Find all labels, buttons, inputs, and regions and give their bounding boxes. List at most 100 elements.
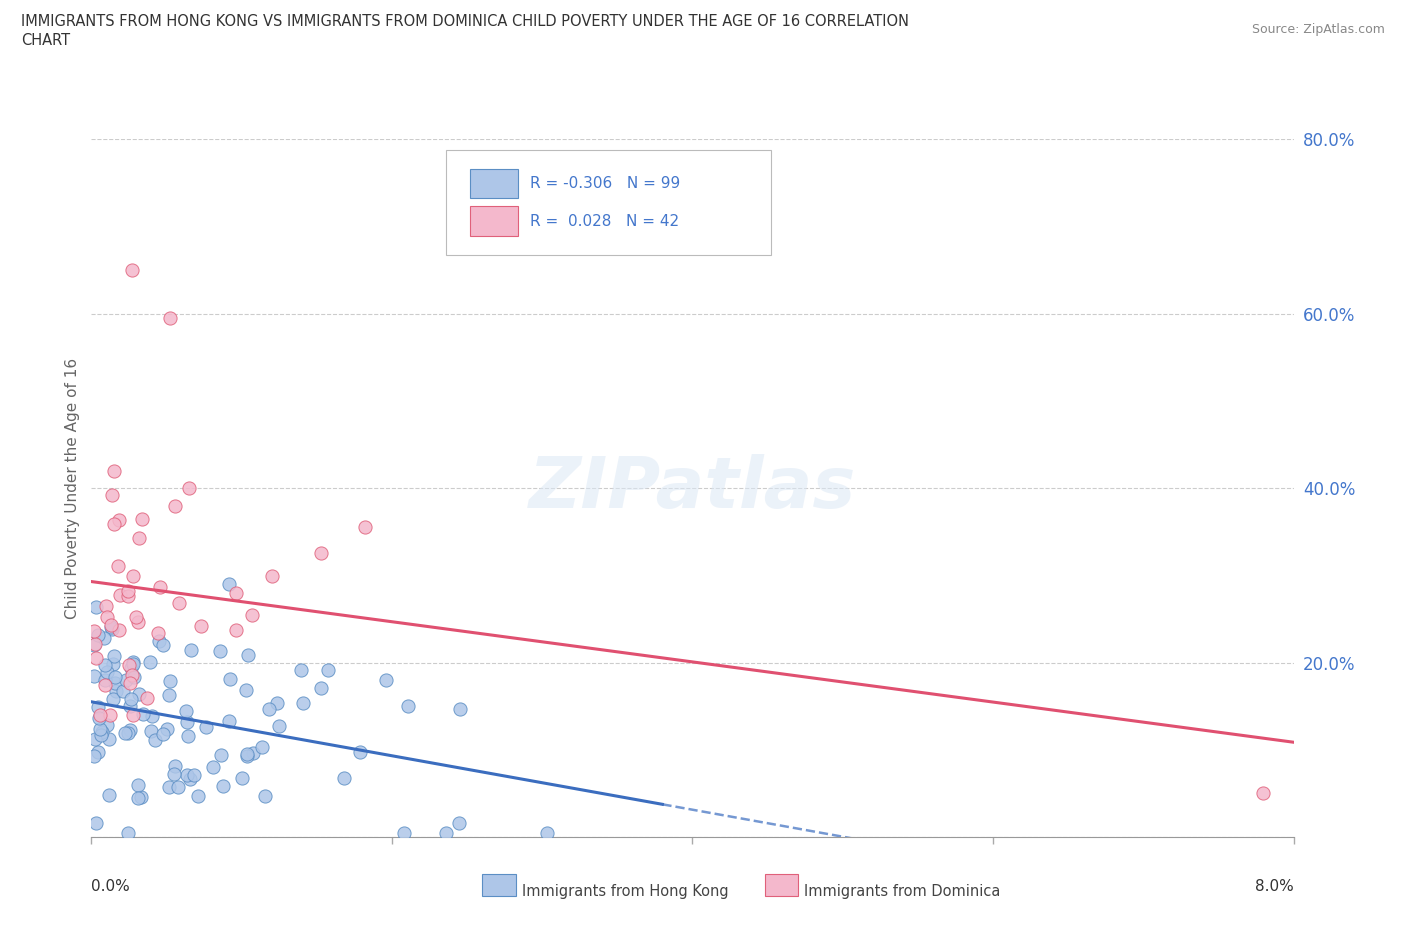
Point [235, 747, 257, 762]
Point [117, 588, 139, 603]
Point [118, 698, 141, 713]
Point [309, 681, 332, 696]
Point [139, 724, 162, 738]
Point [218, 577, 240, 591]
Point [120, 692, 142, 707]
Text: CHART: CHART [21, 33, 70, 47]
Point [316, 662, 339, 677]
Point [396, 698, 419, 713]
Point [122, 670, 145, 684]
FancyBboxPatch shape [482, 874, 516, 897]
Point [183, 767, 205, 782]
Point [167, 780, 190, 795]
Point [260, 568, 283, 583]
Point [96, 717, 118, 732]
Point [84, 599, 107, 614]
Point [257, 701, 280, 716]
Point [122, 568, 145, 583]
Point [225, 586, 247, 601]
Point [254, 789, 277, 804]
Point [94, 677, 117, 692]
Point [117, 583, 139, 598]
Point [96, 610, 118, 625]
Point [354, 520, 377, 535]
Point [104, 675, 127, 690]
Point [84, 732, 107, 747]
Point [235, 683, 257, 698]
Point [118, 723, 141, 737]
Point [209, 644, 232, 658]
Point [1253, 786, 1275, 801]
Point [121, 657, 143, 671]
Point [236, 749, 259, 764]
Point [127, 614, 149, 629]
Point [114, 725, 136, 740]
FancyBboxPatch shape [446, 150, 770, 255]
Point [98, 708, 121, 723]
Point [100, 619, 122, 634]
Point [107, 559, 129, 574]
Point [103, 648, 125, 663]
Point [163, 498, 186, 513]
Point [201, 759, 224, 774]
Text: IMMIGRANTS FROM HONG KONG VS IMMIGRANTS FROM DOMINICA CHILD POVERTY UNDER THE AG: IMMIGRANTS FROM HONG KONG VS IMMIGRANTS … [21, 14, 910, 29]
Point [101, 622, 124, 637]
Point [83, 623, 105, 638]
Point [91, 724, 114, 739]
Point [93, 631, 115, 645]
Point [176, 767, 198, 782]
Point [96, 664, 118, 679]
Point [84, 637, 107, 652]
Point [83, 637, 105, 652]
Point [89, 711, 111, 725]
Point [125, 609, 148, 624]
Point [163, 766, 186, 781]
Point [159, 673, 181, 688]
Point [100, 618, 122, 632]
Point [149, 579, 172, 594]
Point [121, 668, 143, 683]
Point [211, 778, 233, 793]
Point [187, 789, 209, 804]
Point [117, 725, 139, 740]
Point [128, 530, 150, 545]
Point [159, 311, 181, 325]
Point [103, 463, 125, 478]
Point [110, 588, 132, 603]
Point [290, 662, 312, 677]
Point [449, 701, 471, 716]
Point [219, 671, 242, 686]
Point [115, 673, 138, 688]
Point [108, 622, 131, 637]
Point [94, 598, 117, 613]
Point [291, 696, 314, 711]
Text: Immigrants from Dominica: Immigrants from Dominica [804, 884, 1001, 899]
Text: 8.0%: 8.0% [1254, 879, 1294, 894]
Point [87, 628, 110, 643]
FancyBboxPatch shape [765, 874, 799, 897]
Point [94, 672, 117, 687]
Point [131, 512, 153, 526]
Point [86, 816, 108, 830]
Point [101, 487, 124, 502]
Point [266, 696, 288, 711]
Point [447, 816, 470, 830]
Point [86, 745, 108, 760]
Point [375, 673, 398, 688]
Point [157, 688, 180, 703]
Point [118, 658, 141, 672]
Point [169, 595, 191, 610]
Point [90, 728, 112, 743]
Point [120, 660, 142, 675]
Point [141, 709, 163, 724]
Point [127, 790, 149, 805]
Point [269, 719, 291, 734]
Text: Immigrants from Hong Kong: Immigrants from Hong Kong [522, 884, 728, 899]
Point [536, 825, 558, 840]
Point [89, 708, 111, 723]
Text: R = -0.306   N = 99: R = -0.306 N = 99 [530, 176, 681, 191]
Point [87, 700, 110, 715]
Point [120, 675, 142, 690]
Point [89, 722, 111, 737]
Point [129, 790, 152, 804]
